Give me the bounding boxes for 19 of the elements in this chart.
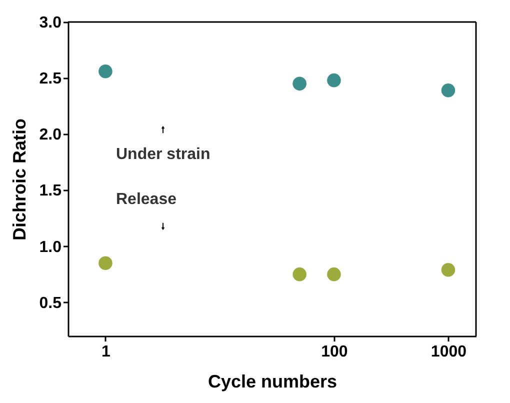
annotation: Release bbox=[116, 191, 177, 208]
point bbox=[327, 267, 341, 282]
point bbox=[441, 84, 456, 98]
x-tick-label: 1 bbox=[102, 344, 111, 360]
point bbox=[441, 262, 456, 277]
y-tick-label: 2.5 bbox=[39, 70, 62, 88]
annotation: Under strain bbox=[116, 146, 210, 163]
point bbox=[98, 64, 112, 78]
x-tick-label: 100 bbox=[321, 344, 348, 360]
x-tick-label: 1000 bbox=[430, 344, 467, 360]
x-axis-title: Cycle numbers bbox=[208, 372, 338, 392]
y-tick-label: 1.0 bbox=[39, 238, 62, 256]
y-axis-title: Dichroic Ratio bbox=[9, 118, 30, 241]
y-tick-label: 1.5 bbox=[39, 182, 62, 200]
y-tick-label: 3.0 bbox=[39, 14, 62, 32]
y-tick-label: 0.5 bbox=[39, 294, 62, 312]
y-tick-label: 2.0 bbox=[39, 126, 62, 144]
point bbox=[327, 73, 341, 88]
point bbox=[98, 256, 112, 270]
